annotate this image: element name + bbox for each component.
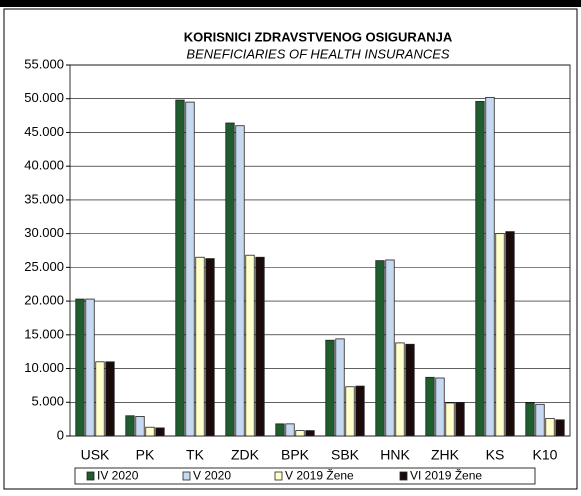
y-tick-label: 10.000 bbox=[24, 360, 64, 375]
bar bbox=[385, 259, 395, 437]
bar bbox=[325, 339, 335, 437]
bar bbox=[305, 430, 315, 437]
bar bbox=[345, 386, 355, 437]
y-tick-label: 5.000 bbox=[31, 394, 64, 409]
x-tick-label: ZDK bbox=[231, 447, 260, 463]
legend-label: VI 2019 Žene bbox=[410, 468, 482, 483]
bar bbox=[245, 254, 255, 437]
y-tick-label: 20.000 bbox=[24, 293, 64, 308]
x-tick-label: SBK bbox=[331, 447, 360, 463]
y-tick-label: 35.000 bbox=[24, 191, 64, 206]
bar bbox=[355, 385, 365, 437]
bar bbox=[295, 430, 305, 437]
bar bbox=[395, 342, 405, 437]
chart-title: KORISNICI ZDRAVSTVENOG OSIGURANJA bbox=[184, 29, 453, 44]
bar bbox=[85, 298, 95, 437]
legend-swatch bbox=[274, 471, 283, 481]
top-border bbox=[0, 0, 581, 7]
bar bbox=[375, 260, 385, 437]
x-tick-label: K10 bbox=[533, 447, 558, 463]
bar bbox=[525, 402, 535, 437]
bar bbox=[285, 423, 295, 437]
bar bbox=[425, 376, 435, 437]
bar bbox=[255, 256, 265, 437]
bar bbox=[235, 125, 245, 437]
bar bbox=[455, 402, 465, 437]
bar bbox=[555, 419, 565, 437]
y-tick-label: 25.000 bbox=[24, 259, 64, 274]
legend-label: V 2019 Žene bbox=[285, 468, 354, 483]
bar bbox=[135, 416, 145, 437]
bar bbox=[185, 101, 195, 437]
chart-subtitle: BENEFICIARIES OF HEALTH INSURANCES bbox=[186, 46, 450, 61]
bar bbox=[195, 256, 205, 437]
bar bbox=[545, 418, 555, 437]
legend-swatch bbox=[399, 471, 408, 481]
bar bbox=[335, 338, 345, 437]
bar bbox=[75, 298, 85, 437]
x-tick-label: USK bbox=[81, 447, 110, 463]
bar bbox=[535, 403, 545, 437]
bar bbox=[435, 377, 445, 437]
y-tick-label: 15.000 bbox=[24, 326, 64, 341]
y-tick-label: 55.000 bbox=[24, 56, 64, 71]
y-tick-label: 40.000 bbox=[24, 158, 64, 173]
y-tick-label: 45.000 bbox=[24, 124, 64, 139]
bar bbox=[125, 415, 135, 437]
bar bbox=[145, 426, 155, 437]
bar bbox=[405, 343, 415, 437]
y-tick-label: 50.000 bbox=[24, 90, 64, 105]
bar bbox=[495, 233, 505, 437]
plot-area bbox=[69, 64, 571, 437]
bar bbox=[105, 361, 115, 437]
x-tick-label: TK bbox=[186, 447, 205, 463]
bar bbox=[445, 402, 455, 437]
legend-label: V 2020 bbox=[193, 469, 231, 483]
bar bbox=[155, 427, 165, 437]
legend-swatch bbox=[86, 471, 95, 481]
bar bbox=[485, 96, 495, 437]
x-tick-label: ZHK bbox=[431, 447, 460, 463]
y-tick-label: 30.000 bbox=[24, 225, 64, 240]
bar bbox=[225, 122, 235, 437]
bar bbox=[205, 258, 215, 437]
legend-label: IV 2020 bbox=[97, 469, 139, 483]
x-tick-label: PK bbox=[136, 447, 155, 463]
bar bbox=[95, 361, 105, 437]
bar bbox=[275, 423, 285, 437]
x-tick-label: BPK bbox=[281, 447, 310, 463]
bar bbox=[505, 231, 515, 437]
x-tick-label: KS bbox=[486, 447, 505, 463]
legend-swatch bbox=[182, 471, 191, 481]
bar bbox=[475, 101, 485, 437]
x-tick-label: HNK bbox=[380, 447, 410, 463]
y-tick-label: 0 bbox=[57, 427, 64, 442]
bar bbox=[175, 99, 185, 437]
